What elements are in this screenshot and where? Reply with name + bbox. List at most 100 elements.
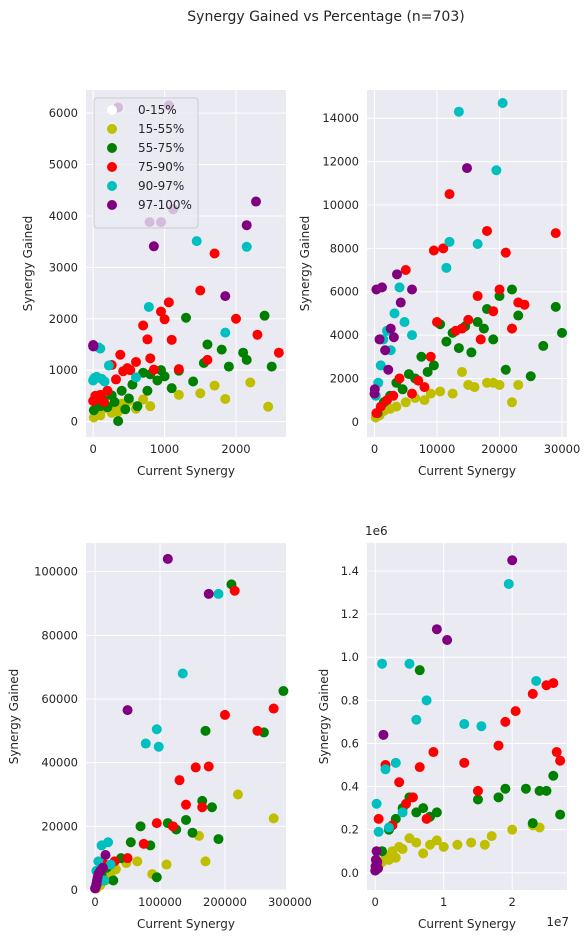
data-point — [425, 388, 436, 399]
data-point — [555, 809, 566, 820]
data-point — [418, 848, 429, 859]
data-point — [442, 634, 453, 645]
data-point — [421, 813, 432, 824]
data-point — [452, 839, 463, 850]
data-point — [447, 388, 458, 399]
data-point — [441, 262, 452, 273]
data-point — [252, 725, 263, 736]
data-point — [99, 376, 110, 387]
data-point — [497, 98, 508, 109]
data-point — [444, 189, 455, 200]
data-point — [431, 807, 442, 818]
data-point — [209, 380, 220, 391]
data-point — [190, 762, 201, 773]
data-point — [394, 777, 405, 788]
data-point — [98, 397, 109, 408]
data-point — [377, 282, 387, 293]
legend-marker — [107, 124, 117, 134]
y-tick-label: 3000 — [49, 260, 78, 274]
data-point — [507, 555, 518, 566]
data-point — [488, 334, 499, 345]
data-point — [548, 770, 559, 781]
data-point — [462, 163, 472, 174]
data-point — [390, 852, 401, 863]
data-point — [548, 678, 559, 689]
x-tick-label: 300000 — [268, 895, 312, 909]
data-point — [388, 390, 399, 401]
data-point — [371, 846, 382, 857]
data-point — [123, 393, 134, 404]
x-tick-label: 1000 — [150, 442, 179, 456]
y-tick-label: 6000 — [330, 285, 359, 299]
data-point — [385, 323, 396, 334]
data-point — [472, 238, 483, 249]
legend: 0-15% 15-55% 55-75% 75-90% 90-97% 97-100% — [93, 97, 199, 229]
data-point — [383, 822, 394, 833]
data-point — [438, 243, 449, 254]
data-point — [177, 668, 188, 679]
data-point — [491, 165, 502, 176]
x-tick-label: 0 — [91, 895, 98, 909]
data-point — [425, 351, 436, 362]
data-point — [116, 385, 127, 396]
data-point — [138, 838, 149, 849]
data-point — [401, 798, 412, 809]
data-point — [162, 553, 173, 564]
data-point — [438, 841, 449, 852]
data-point — [206, 802, 217, 813]
data-point — [132, 401, 143, 412]
legend-marker — [107, 181, 117, 191]
data-point — [400, 397, 411, 408]
data-point — [472, 785, 483, 796]
data-point — [488, 306, 499, 317]
data-point — [251, 196, 261, 207]
data-point — [428, 360, 439, 371]
data-point — [513, 379, 524, 390]
data-point — [534, 785, 545, 796]
y-axis-label: Synergy Gained — [298, 216, 312, 312]
data-point — [166, 383, 177, 394]
subplot-2: 0 10000 20000 30000 0 2000 4000 6000 8000 10000 12… — [298, 90, 580, 478]
data-point — [159, 371, 170, 382]
x-tick-label: 20000 — [481, 442, 518, 456]
data-point — [421, 695, 432, 706]
data-point — [373, 813, 384, 824]
data-point — [399, 317, 410, 328]
legend-label: 75-90% — [138, 160, 184, 174]
data-point — [372, 863, 383, 874]
data-point — [156, 306, 166, 317]
data-point — [453, 106, 464, 117]
data-point — [478, 323, 489, 334]
x-tick-label: 200000 — [203, 895, 247, 909]
data-point — [273, 347, 284, 358]
data-point — [278, 686, 289, 697]
y-tick-label: 12000 — [322, 155, 359, 169]
data-point — [397, 807, 408, 818]
y-axis-label: Synergy Gained — [7, 669, 21, 765]
data-point — [369, 384, 380, 395]
data-point — [148, 241, 159, 252]
data-point — [400, 265, 411, 276]
data-point — [418, 803, 429, 814]
data-point — [203, 761, 214, 772]
data-point — [507, 323, 517, 334]
data-point — [472, 794, 483, 805]
data-point — [191, 236, 202, 247]
data-point — [419, 382, 430, 393]
data-point — [181, 799, 191, 810]
data-point — [383, 364, 394, 375]
data-point — [378, 729, 389, 740]
data-point — [103, 360, 114, 371]
data-point — [213, 588, 224, 599]
data-point — [151, 724, 162, 735]
data-point — [103, 837, 114, 848]
data-point — [472, 317, 483, 328]
data-point — [380, 764, 391, 775]
data-point — [500, 247, 511, 258]
data-point — [163, 297, 174, 308]
data-point — [143, 301, 154, 312]
data-point — [510, 706, 521, 717]
data-point — [541, 785, 552, 796]
data-point — [550, 301, 561, 312]
data-point — [407, 388, 417, 399]
